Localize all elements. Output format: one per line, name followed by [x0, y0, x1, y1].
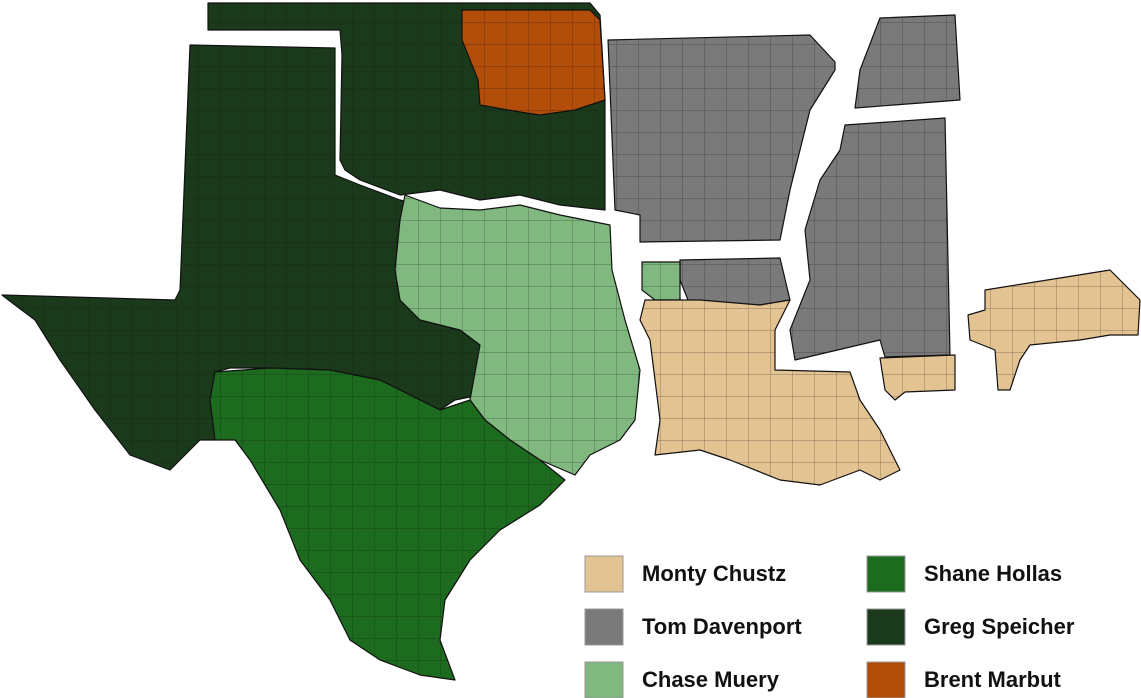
legend: Monty Chustz Tom Davenport Chase Muery Shan… — [584, 555, 1075, 698]
legend-swatch — [866, 555, 906, 593]
legend-swatch — [584, 608, 624, 646]
legend-swatch — [866, 608, 906, 646]
legend-item: Greg Speicher — [866, 608, 1075, 646]
legend-label: Monty Chustz — [642, 561, 786, 586]
county-lines — [968, 270, 1140, 390]
legend-label: Shane Hollas — [924, 561, 1062, 586]
county-lines — [462, 10, 605, 115]
county-lines — [790, 118, 950, 360]
legend-label: Tom Davenport — [642, 614, 802, 639]
legend-item: Brent Marbut — [866, 661, 1062, 698]
legend-swatch — [584, 555, 624, 593]
legend-item: Monty Chustz — [584, 555, 786, 593]
legend-swatch — [866, 661, 906, 698]
county-lines — [210, 368, 565, 680]
county-lines — [640, 300, 900, 485]
legend-item: Chase Muery — [584, 661, 780, 698]
regions — [1, 2, 1141, 681]
legend-item: Tom Davenport — [584, 608, 802, 646]
legend-label: Brent Marbut — [924, 667, 1062, 692]
county-lines — [855, 15, 960, 108]
legend-item: Shane Hollas — [866, 555, 1062, 593]
county-lines — [680, 258, 790, 305]
legend-label: Greg Speicher — [924, 614, 1075, 639]
county-lines — [642, 262, 680, 300]
county-lines — [2, 45, 490, 470]
county-lines — [880, 355, 955, 400]
county-lines — [395, 195, 640, 475]
county-lines — [608, 35, 835, 242]
legend-label: Chase Muery — [642, 667, 780, 692]
legend-swatch — [584, 661, 624, 698]
